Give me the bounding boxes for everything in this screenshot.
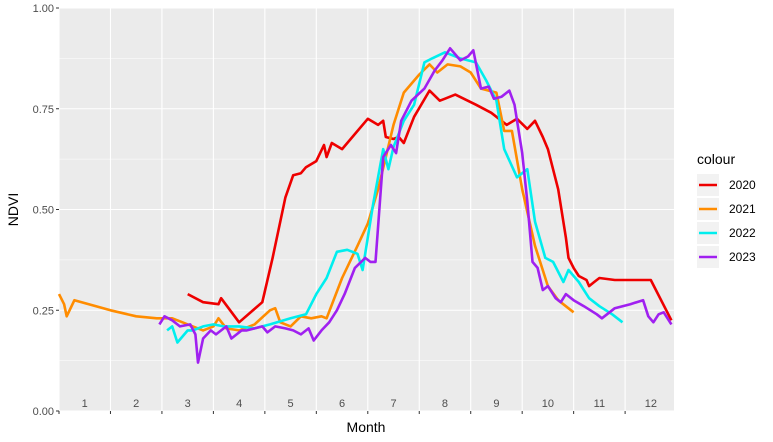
y-tick-label: 0.00 <box>33 406 54 418</box>
legend-label-2021: 2021 <box>729 202 756 216</box>
x-tick-label: 5 <box>288 398 294 410</box>
x-tick-label: 2 <box>133 398 139 410</box>
y-axis-ticks: 0.00 0.25 0.50 0.75 1.00 <box>33 3 59 418</box>
series-lines <box>57 47 673 364</box>
x-tick-label: 9 <box>493 398 499 410</box>
x-tick-label: 4 <box>236 398 242 410</box>
grid-major <box>58 7 674 412</box>
y-tick-label: 0.50 <box>33 205 54 217</box>
series-line-2023 <box>158 47 673 364</box>
legend: colour 2020 2021 2022 2023 <box>697 151 756 268</box>
y-tick-label: 1.00 <box>33 3 54 15</box>
x-tick-label: 8 <box>442 398 448 410</box>
x-tick-label: 7 <box>390 398 396 410</box>
x-tick-label: 11 <box>594 398 605 410</box>
legend-label-2020: 2020 <box>729 178 756 192</box>
x-tick-label: 3 <box>185 398 191 410</box>
y-axis-title: NDVI <box>5 193 21 226</box>
legend-title: colour <box>697 151 735 167</box>
x-tick-label: 10 <box>542 398 554 410</box>
x-axis-ticks: 1 2 3 4 5 6 7 8 9 10 11 12 <box>58 398 657 414</box>
x-axis-title: Month <box>347 419 386 435</box>
y-tick-label: 0.75 <box>33 104 54 116</box>
x-tick-label: 1 <box>82 398 88 410</box>
legend-label-2022: 2022 <box>729 226 756 240</box>
series-line-2020 <box>187 89 673 324</box>
y-tick-label: 0.25 <box>33 305 54 317</box>
legend-label-2023: 2023 <box>729 250 756 264</box>
x-tick-label: 12 <box>645 398 657 410</box>
x-tick-label: 6 <box>339 398 345 410</box>
